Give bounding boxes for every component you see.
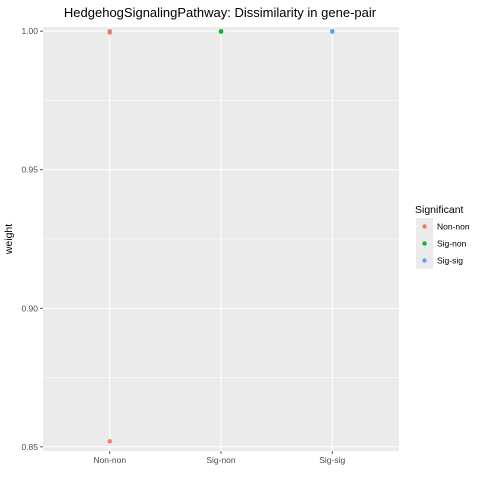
x-tick-label: Sig-non (206, 455, 236, 465)
y-tick-label: 0.95 (21, 165, 38, 175)
data-point (218, 29, 224, 34)
x-tick-label: Non-non (93, 455, 126, 465)
chart-title: HedgehogSignalingPathway: Dissimilarity … (64, 5, 377, 20)
legend-label: Non-non (437, 222, 470, 232)
x-tick-label: Sig-sig (319, 455, 345, 465)
data-point (107, 439, 112, 444)
y-axis: 0.85 0.90 0.95 1.00 (21, 26, 43, 452)
legend: Significant Non-non Sig-non Sig-sig (415, 204, 470, 269)
y-tick-label: 1.00 (21, 26, 38, 36)
y-axis-label: weight (3, 224, 15, 255)
legend-title: Significant (415, 204, 464, 216)
x-axis: Non-non Sig-non Sig-sig (93, 451, 346, 465)
legend-label: Sig-non (437, 239, 467, 249)
data-point (107, 30, 112, 35)
data-point (330, 29, 335, 34)
data-points (107, 28, 335, 444)
legend-label: Sig-sig (437, 256, 463, 266)
legend-swatch (422, 224, 427, 229)
legend-swatch (422, 258, 427, 263)
y-tick-label: 0.85 (21, 442, 38, 452)
y-tick-label: 0.90 (21, 303, 38, 313)
legend-swatch (422, 241, 427, 246)
